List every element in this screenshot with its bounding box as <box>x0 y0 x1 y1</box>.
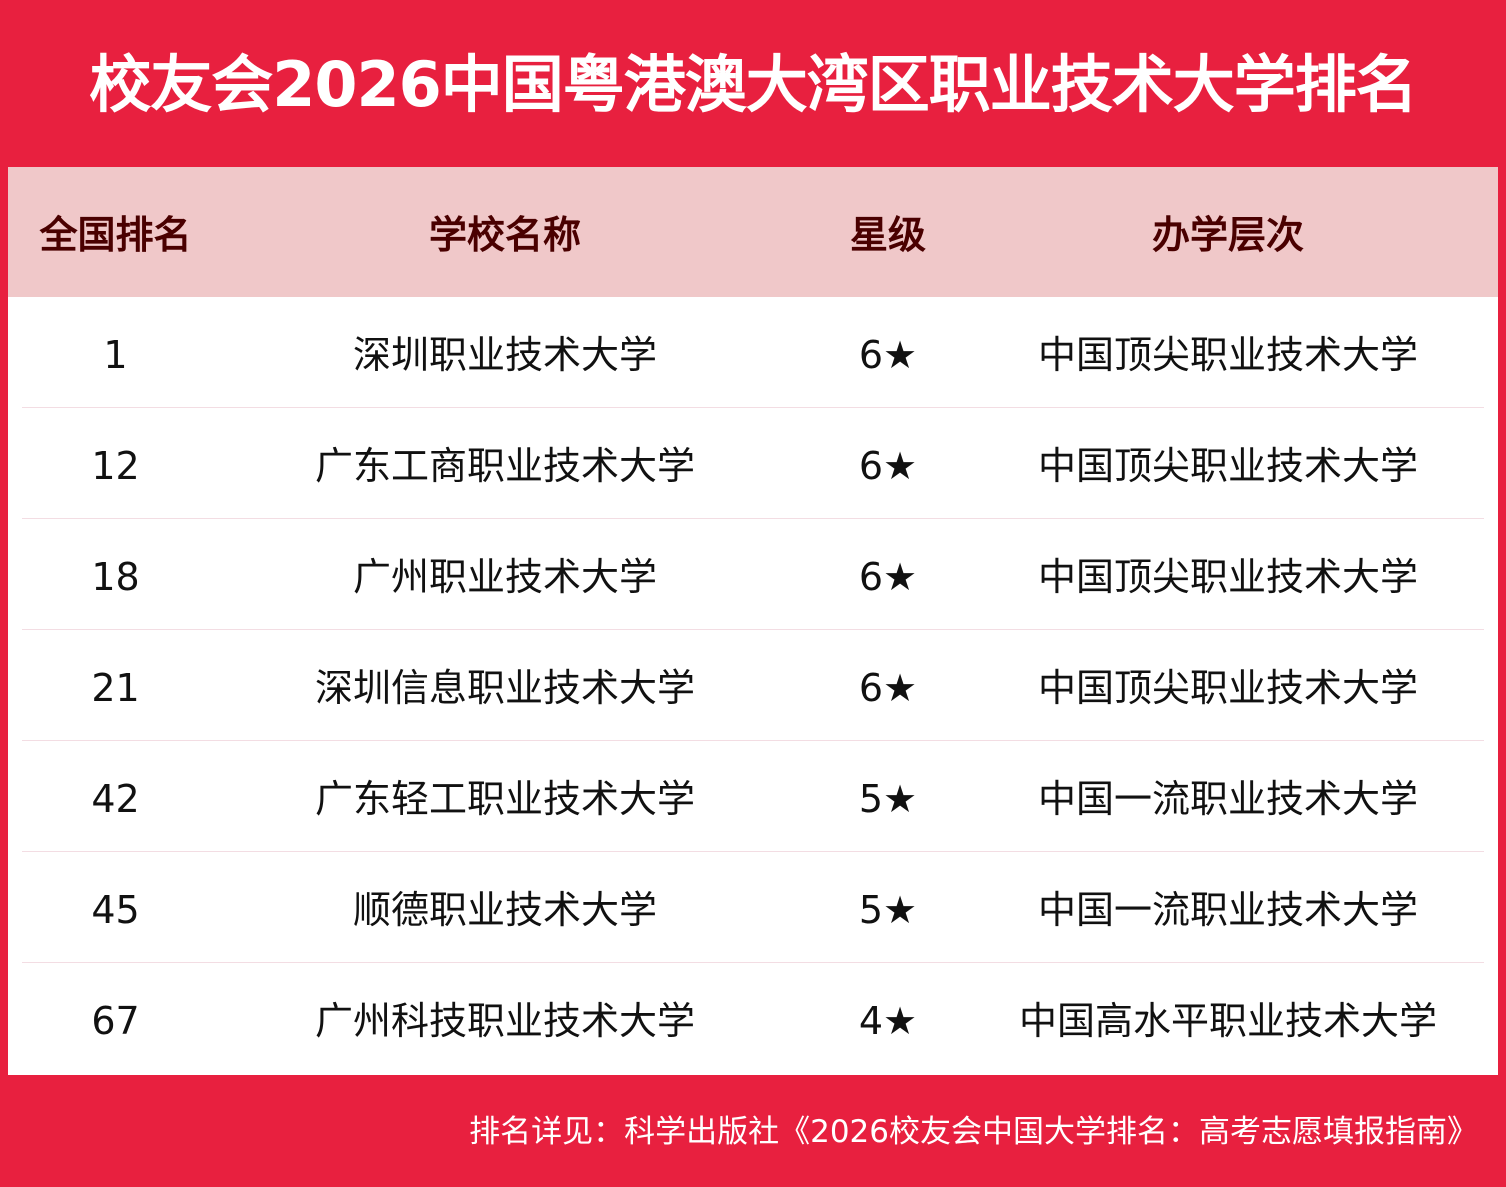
row-divider <box>22 407 1484 408</box>
school-name-cell: 广东轻工职业技术大学 <box>314 777 695 821</box>
star-rating-cell: 6★ <box>858 444 918 488</box>
rank-cell: 45 <box>91 888 140 932</box>
star-rating-cell: 4★ <box>858 999 918 1043</box>
column-header-rank: 全国排名 <box>39 213 192 257</box>
rank-cell: 42 <box>91 777 140 821</box>
row-divider <box>22 518 1484 519</box>
rank-cell: 1 <box>103 333 128 377</box>
source-note: 排名详见：科学出版社《2026校友会中国大学排名：高考志愿填报指南》 <box>469 1114 1478 1150</box>
row-divider <box>22 740 1484 741</box>
level-cell: 中国一流职业技术大学 <box>1037 777 1418 821</box>
school-name-cell: 广州职业技术大学 <box>352 555 657 599</box>
level-cell: 中国高水平职业技术大学 <box>1018 999 1437 1043</box>
level-cell: 中国顶尖职业技术大学 <box>1037 666 1418 710</box>
rank-cell: 18 <box>91 555 140 599</box>
level-cell: 中国顶尖职业技术大学 <box>1037 333 1418 377</box>
table-row: 45 顺德职业技术大学 5★ 中国一流职业技术大学 <box>8 852 1498 963</box>
table-row: 42 广东轻工职业技术大学 5★ 中国一流职业技术大学 <box>8 741 1498 852</box>
star-rating-cell: 5★ <box>858 888 918 932</box>
table-row: 1 深圳职业技术大学 6★ 中国顶尖职业技术大学 <box>8 297 1498 408</box>
table-row: 12 广东工商职业技术大学 6★ 中国顶尖职业技术大学 <box>8 408 1498 519</box>
row-divider <box>22 962 1484 963</box>
level-cell: 中国一流职业技术大学 <box>1037 888 1418 932</box>
school-name-cell: 广东工商职业技术大学 <box>314 444 695 488</box>
table-body: 1 深圳职业技术大学 6★ 中国顶尖职业技术大学 12 广东工商职业技术大学 6★ 中国顶尖职… <box>8 297 1498 1074</box>
row-divider <box>22 629 1484 630</box>
row-divider <box>22 851 1484 852</box>
page-title: 校友会2026中国粤港澳大湾区职业技术大学排名 <box>89 48 1418 121</box>
rank-cell: 67 <box>91 999 140 1043</box>
school-name-cell: 深圳信息职业技术大学 <box>314 666 695 710</box>
column-header-stars: 星级 <box>849 213 926 257</box>
star-rating-cell: 6★ <box>858 555 918 599</box>
ranking-table: 全国排名 学校名称 星级 办学层次 1 深圳职业技术大学 6★ 中国顶尖职业技术大学 1… <box>8 167 1498 1075</box>
rank-cell: 12 <box>91 444 140 488</box>
school-name-cell: 深圳职业技术大学 <box>352 333 657 377</box>
level-cell: 中国顶尖职业技术大学 <box>1037 555 1418 599</box>
school-name-cell: 顺德职业技术大学 <box>352 888 657 932</box>
table-row: 18 广州职业技术大学 6★ 中国顶尖职业技术大学 <box>8 519 1498 630</box>
star-rating-cell: 5★ <box>858 777 918 821</box>
column-header-level: 办学层次 <box>1151 213 1304 257</box>
star-rating-cell: 6★ <box>858 333 918 377</box>
column-header-name: 学校名称 <box>428 213 581 257</box>
level-cell: 中国顶尖职业技术大学 <box>1037 444 1418 488</box>
star-rating-cell: 6★ <box>858 666 918 710</box>
table-row: 67 广州科技职业技术大学 4★ 中国高水平职业技术大学 <box>8 963 1498 1074</box>
school-name-cell: 广州科技职业技术大学 <box>314 999 695 1043</box>
rank-cell: 21 <box>91 666 140 710</box>
table-row: 21 深圳信息职业技术大学 6★ 中国顶尖职业技术大学 <box>8 630 1498 741</box>
table-header: 全国排名 学校名称 星级 办学层次 <box>8 167 1498 297</box>
